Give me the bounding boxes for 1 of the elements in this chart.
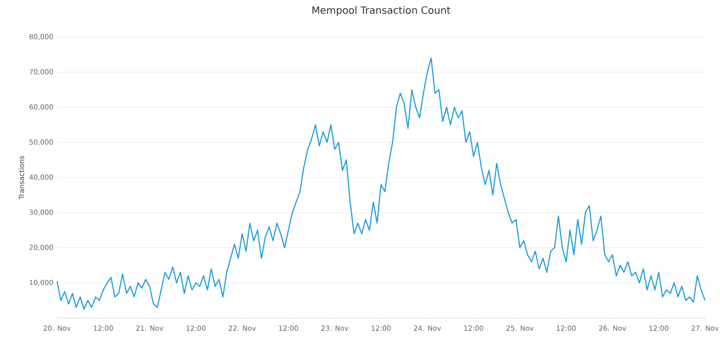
chart-title: Mempool Transaction Count: [312, 6, 450, 16]
